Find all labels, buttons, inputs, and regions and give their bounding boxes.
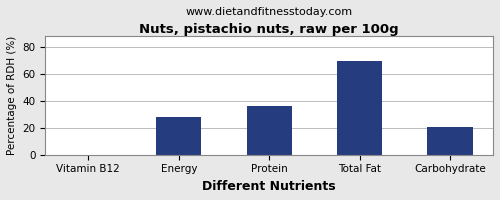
Bar	[337, 61, 382, 155]
Text: www.dietandfitnesstoday.com: www.dietandfitnesstoday.com	[186, 7, 353, 17]
Title: Nuts, pistachio nuts, raw per 100g: Nuts, pistachio nuts, raw per 100g	[140, 23, 399, 36]
X-axis label: Different Nutrients: Different Nutrients	[202, 180, 336, 193]
Bar	[246, 106, 292, 155]
Bar	[428, 127, 472, 155]
Bar	[156, 117, 202, 155]
Y-axis label: Percentage of RDH (%): Percentage of RDH (%)	[7, 36, 17, 155]
